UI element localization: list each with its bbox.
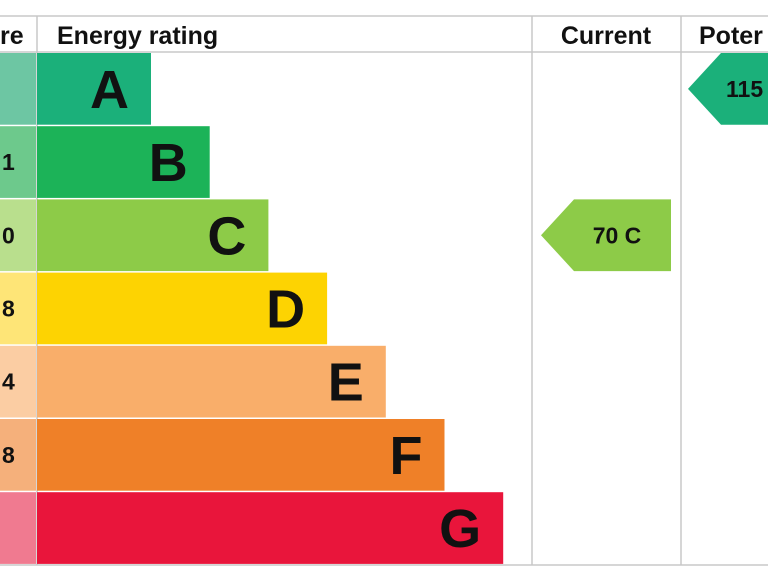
score-label-e: 4 xyxy=(2,369,15,395)
score-cell-f xyxy=(0,419,36,491)
score-label-b: 1 xyxy=(2,149,15,175)
band-letter-f: F xyxy=(390,426,423,486)
potential-arrow xyxy=(688,53,768,125)
score-label-f: 8 xyxy=(2,442,15,468)
band-letter-g: G xyxy=(439,499,481,559)
rating-arrows: 70 C 115 xyxy=(541,53,768,272)
score-cell-c xyxy=(0,199,36,272)
score-cell-e xyxy=(0,345,36,418)
score-cell-b xyxy=(0,126,36,198)
band-bar-b xyxy=(37,126,210,198)
score-header: re xyxy=(0,22,24,50)
rating-bands: A 1 B 0 C 8 D 4 E 8 FG xyxy=(0,53,504,564)
current-header: Current xyxy=(561,22,652,50)
band-letter-d: D xyxy=(266,279,305,339)
band-bar-f xyxy=(37,419,445,491)
energy-rating-header: Energy rating xyxy=(57,22,218,50)
potential-label: 115 xyxy=(726,76,763,102)
score-cell-g xyxy=(0,492,36,564)
score-label-c: 0 xyxy=(2,222,15,248)
band-bar-g xyxy=(37,492,504,564)
band-letter-b: B xyxy=(149,133,188,193)
band-bar-c xyxy=(37,199,269,272)
band-bar-d xyxy=(37,272,328,345)
band-letter-c: C xyxy=(207,206,246,266)
band-letter-a: A xyxy=(90,60,129,120)
current-label: 70 C xyxy=(593,222,642,248)
band-bar-a xyxy=(37,53,151,125)
current-arrow xyxy=(541,199,671,272)
score-cell-a xyxy=(0,53,36,125)
potential-header: Poter xyxy=(699,22,763,50)
band-bar-e xyxy=(37,345,386,418)
score-cell-d xyxy=(0,272,36,345)
band-letter-e: E xyxy=(328,353,364,413)
score-label-d: 8 xyxy=(2,295,15,321)
